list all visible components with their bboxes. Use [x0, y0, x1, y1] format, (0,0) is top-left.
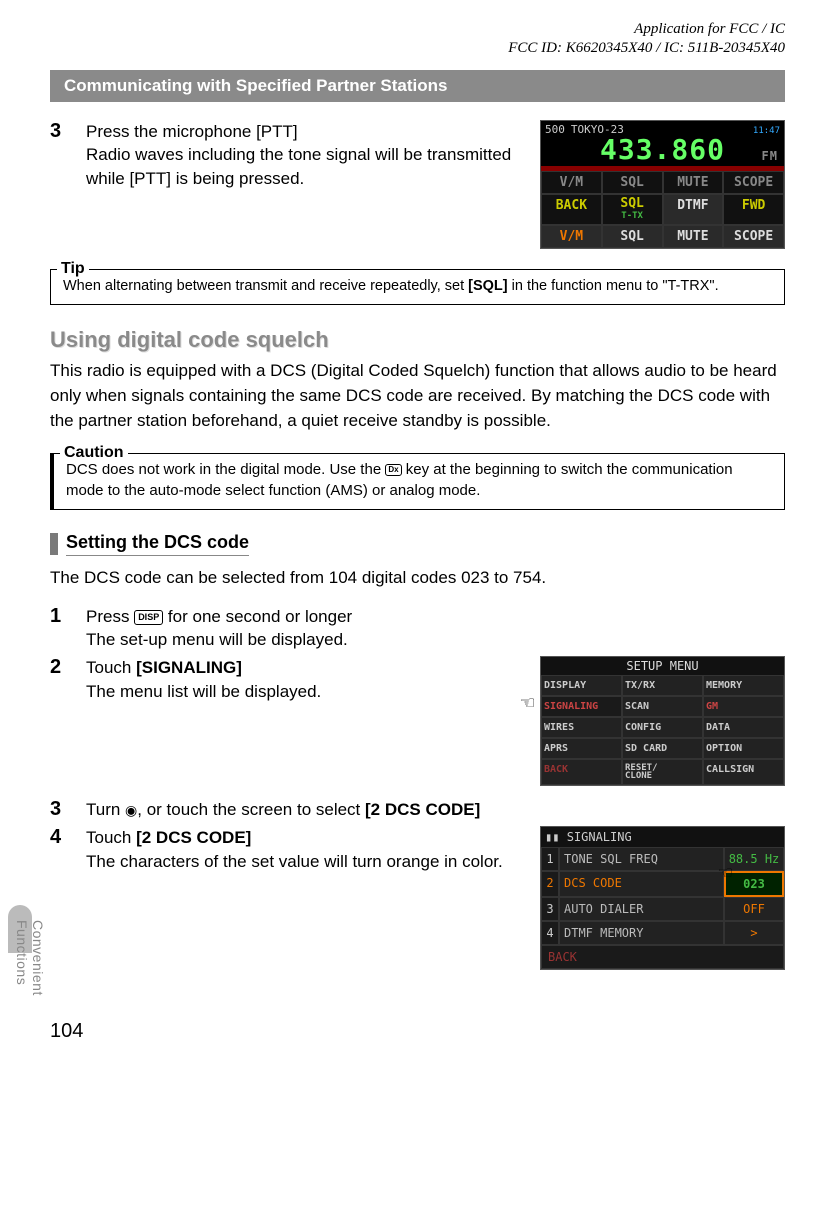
tip-bold: [SQL] — [468, 278, 507, 294]
rs3-idx2: 2 — [541, 871, 559, 897]
step-4-body: The characters of the set value will tur… — [86, 850, 520, 874]
rs1-time: 11:47 — [753, 126, 780, 136]
disp-key-icon: DISP — [134, 610, 163, 625]
step-1-title: Press DISP for one second or longer — [86, 605, 785, 629]
rs1-r3c4: SCOPE — [723, 225, 784, 248]
step-2-num: 2 — [50, 656, 72, 704]
rs2-config: CONFIG — [622, 717, 703, 738]
rs3-lbl2: DCS CODE — [559, 871, 724, 897]
rs3-idx3: 3 — [541, 897, 559, 921]
step-1-body: The set-up menu will be displayed. — [86, 628, 785, 652]
rs2-txrx: TX/RX — [622, 675, 703, 696]
dial-icon: ◉ — [125, 801, 137, 821]
step-3-title: Press the microphone [PTT] — [86, 120, 520, 144]
step-3-num: 3 — [50, 120, 72, 191]
h2-dcs: Using digital code squelch — [50, 327, 785, 353]
rs2-aprs: APRS — [541, 738, 622, 759]
hand-icon: ☜ — [521, 691, 534, 716]
hand-icon-2: ☜ — [719, 861, 732, 886]
rs1-r3c3: MUTE — [663, 225, 724, 248]
rs2-back: BACK — [541, 759, 622, 785]
page-number: 104 — [50, 1020, 785, 1043]
rs2-wires: WIRES — [541, 717, 622, 738]
h3-setting: Setting the DCS code — [66, 532, 249, 556]
rs3-val4: > — [724, 921, 784, 945]
section-bar: Communicating with Specified Partner Sta… — [50, 70, 785, 102]
step-1-num: 1 — [50, 605, 72, 653]
rs2-scan: SCAN — [622, 696, 703, 717]
rs3-val2: 023 — [724, 871, 784, 897]
step-3b-text: Turn ◉, or touch the screen to select [2… — [86, 800, 480, 819]
rs3-val3: OFF — [724, 897, 784, 921]
rs1-r3c2: SQL — [602, 225, 663, 248]
step-2-body: The menu list will be displayed. — [86, 680, 520, 704]
rs1-r3c1: V/M — [541, 225, 602, 248]
rs1-mode: FM — [762, 150, 778, 162]
rs2-memory: MEMORY — [703, 675, 784, 696]
rs2-callsign: CALLSIGN — [703, 759, 784, 785]
rs1-ch: 500 — [545, 123, 565, 136]
rs1-r1c4: SCOPE — [723, 171, 784, 194]
radio-screen-3: ☜ ▮▮ SIGNALING 1 TONE SQL FREQ 88.5 Hz 2… — [540, 826, 785, 970]
rs2-data: DATA — [703, 717, 784, 738]
tip-before: When alternating between transmit and re… — [63, 278, 468, 294]
rs2-option: OPTION — [703, 738, 784, 759]
rs3-lbl1: TONE SQL FREQ — [559, 847, 724, 871]
rs2-signaling: SIGNALING — [541, 696, 622, 717]
rs1-freq: 433.860 — [600, 133, 725, 166]
step-4-title: Touch [2 DCS CODE] — [86, 826, 520, 850]
rs1-r2c1: BACK — [541, 194, 602, 225]
fcc-header: Application for FCC / IC FCC ID: K662034… — [50, 20, 785, 58]
step-4-num: 4 — [50, 826, 72, 874]
rs1-r1c1: V/M — [541, 171, 602, 194]
tip-box: Tip When alternating between transmit an… — [50, 269, 785, 306]
h3-bar-icon — [50, 533, 58, 555]
rs3-lbl4: DTMF MEMORY — [559, 921, 724, 945]
rs1-r1c3: MUTE — [663, 171, 724, 194]
para-codes: The DCS code can be selected from 104 di… — [50, 566, 785, 591]
radio-screen-2: ☜ SETUP MENU DISPLAY TX/RX MEMORY SIGNAL… — [540, 656, 785, 786]
step-3-body: Radio waves including the tone signal wi… — [86, 143, 520, 191]
rs1-r2c3: DTMF — [663, 194, 724, 225]
rs2-sdcard: SD CARD — [622, 738, 703, 759]
rs3-val1: 88.5 Hz — [724, 847, 784, 871]
fcc-line2: FCC ID: K6620345X40 / IC: 511B-20345X40 — [50, 39, 785, 58]
rs3-idx1: 1 — [541, 847, 559, 871]
rs3-lbl3: AUTO DIALER — [559, 897, 724, 921]
tip-after: in the function menu to "T-TRX". — [508, 278, 719, 294]
step-3b-num: 3 — [50, 798, 72, 822]
tip-label: Tip — [57, 258, 89, 280]
rs1-r2c2: SQLT-TX — [602, 194, 663, 225]
rs1-r2c4: FWD — [723, 194, 784, 225]
rs3-title: ▮▮ SIGNALING — [541, 827, 784, 847]
caution-box: Caution DCS does not work in the digital… — [50, 453, 785, 510]
step-2-title: Touch [SIGNALING] — [86, 656, 520, 680]
rs2-reset: RESET/ CLONE — [622, 759, 703, 785]
rs1-r1c2: SQL — [602, 171, 663, 194]
fcc-line1: Application for FCC / IC — [50, 20, 785, 39]
rs2-gm: GM — [703, 696, 784, 717]
radio-screen-1: 500 TOKYO-23 11:47 433.860 FM V/M SQL MU… — [540, 120, 785, 249]
caution-label: Caution — [60, 442, 128, 464]
dx-key-icon: Dx — [385, 464, 401, 476]
side-tab: Convenient Functions — [14, 920, 46, 1063]
para-dcs: This radio is equipped with a DCS (Digit… — [50, 359, 785, 433]
rs3-idx4: 4 — [541, 921, 559, 945]
rs2-display: DISPLAY — [541, 675, 622, 696]
rs3-back: BACK — [541, 945, 784, 969]
rs2-title: SETUP MENU — [541, 657, 784, 675]
